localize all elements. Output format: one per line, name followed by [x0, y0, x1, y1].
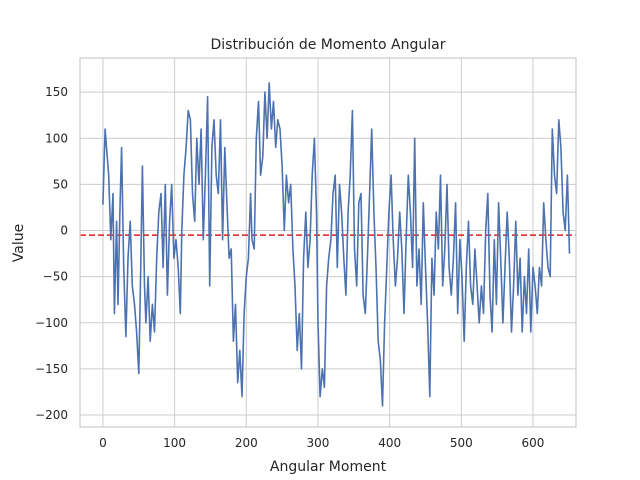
- y-tick-labels: −200 −150 −100 −50 0 50 100 150: [35, 85, 68, 422]
- plot-frame: [79, 57, 577, 428]
- y-tick-label: −50: [43, 270, 68, 284]
- x-tick-label: 200: [235, 436, 258, 450]
- x-tick-label: 400: [378, 436, 401, 450]
- y-tick-label: −100: [35, 316, 68, 330]
- series-line-1: [102, 82, 571, 407]
- series-layer: [102, 82, 571, 407]
- y-tick-label: −200: [35, 408, 68, 422]
- y-tick-label: −150: [35, 362, 68, 376]
- grid: [80, 58, 576, 427]
- x-tick-label: 300: [307, 436, 330, 450]
- chart-title: Distribución de Momento Angular: [211, 37, 446, 53]
- y-axis-label: Value: [11, 224, 27, 262]
- y-tick-label: 150: [45, 85, 68, 99]
- x-tick-label: 600: [522, 436, 545, 450]
- y-tick-label: 0: [60, 224, 68, 238]
- y-tick-label: 50: [53, 177, 68, 191]
- y-tick-label: 100: [45, 131, 68, 145]
- x-tick-label: 100: [163, 436, 186, 450]
- x-tick-label: 0: [99, 436, 107, 450]
- x-tick-labels: 0 100 200 300 400 500 600: [99, 436, 544, 450]
- axes-frame: [79, 57, 577, 428]
- x-axis-label: Angular Moment: [270, 459, 387, 475]
- x-tick-label: 500: [450, 436, 473, 450]
